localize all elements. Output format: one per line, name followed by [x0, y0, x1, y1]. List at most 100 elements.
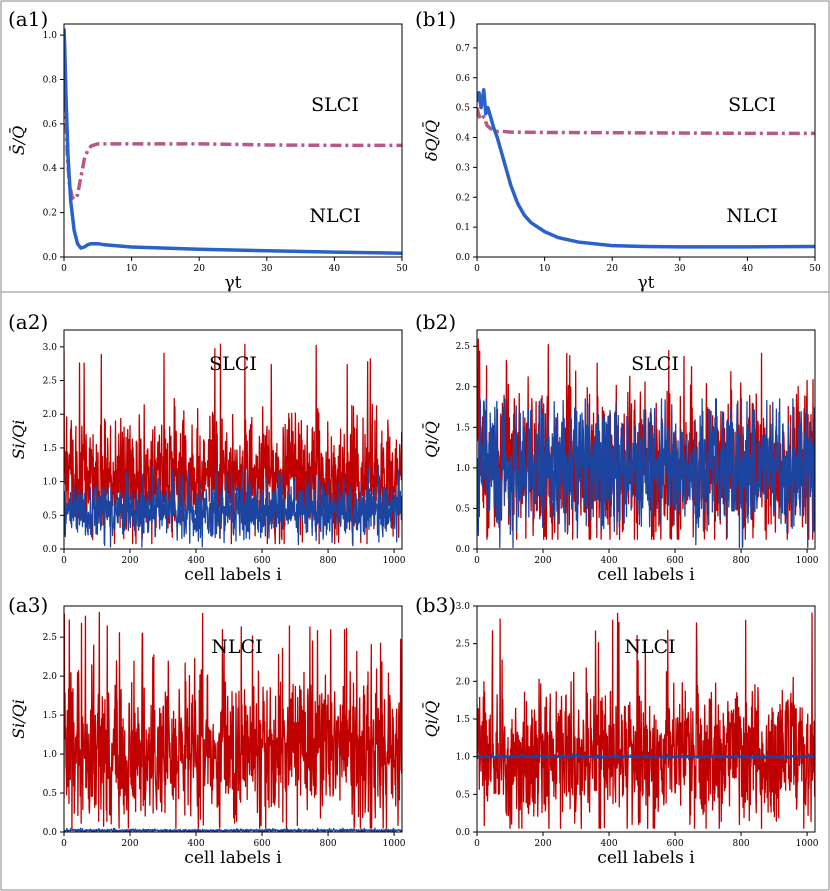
annotation-slci: SLCI [311, 94, 359, 116]
x-tick-label: 400 [600, 556, 617, 566]
y-tick-label: 0.4 [43, 164, 58, 174]
chart-panel-b1: 0 10 20 30 40 50 0.0 0.1 0.2 0.3 0.4 0.5 0.6 0.7 γt δQ/… [415, 7, 821, 293]
series-line-1 [64, 28, 402, 255]
x-tick-label: 1000 [796, 556, 819, 566]
y-tick-label: 0.2 [43, 209, 57, 219]
y-tick-label: 1.5 [43, 444, 58, 454]
y-tick-label: 0.7 [456, 44, 471, 54]
x-tick-label: 40 [329, 264, 341, 274]
series-line-1 [64, 827, 402, 832]
axes-box [63, 329, 403, 550]
panel-label: (a2) [8, 310, 48, 334]
y-axis-label: Si/Qi [9, 699, 28, 739]
y-tick-label: 0.1 [456, 223, 470, 233]
y-tick-label: 0.5 [456, 104, 471, 114]
x-tick-label: 600 [666, 556, 683, 566]
series-line-0 [64, 611, 402, 829]
x-tick-label: 10 [539, 264, 551, 274]
y-axis-label: Qi/Q̄ [420, 701, 441, 738]
x-tick-label: 40 [742, 264, 754, 274]
y-tick-label: 2.5 [43, 633, 58, 643]
annotation-slci: SLCI [631, 353, 679, 375]
series-group [477, 338, 815, 549]
y-tick-label: 2.5 [456, 640, 471, 650]
y-axis-label: δQ/Q̄ [420, 120, 441, 161]
annotation-slci: SLCI [728, 94, 776, 116]
y-tick-label: 0.0 [456, 545, 471, 555]
y-tick-label: 2.5 [456, 342, 471, 352]
y-tick-label: 1.0 [43, 31, 58, 41]
series-line-1 [477, 753, 815, 761]
y-tick-label: 0.2 [456, 193, 470, 203]
series-group [477, 87, 815, 249]
y-tick-label: 0.5 [43, 511, 58, 521]
panel-label: (b1) [415, 7, 456, 31]
y-tick-label: 0.0 [43, 253, 58, 263]
x-tick-label: 20 [193, 264, 205, 274]
x-axis-label: cell labels i [597, 565, 695, 585]
x-axis-label: γt [638, 273, 655, 293]
x-tick-label: 200 [534, 839, 551, 849]
x-axis-label: cell labels i [597, 848, 695, 868]
x-tick-label: 800 [732, 556, 749, 566]
axes-box [63, 605, 403, 833]
y-tick-label: 0.6 [456, 74, 471, 84]
chart-panel-a3: 0 200 400 600 800 1000 0.0 0.5 1.0 1.5 2.0 2.5 cell … [8, 593, 406, 868]
x-tick-label: 800 [732, 839, 749, 849]
chart-panel-b3: 0 200 400 600 800 1000 0.0 0.5 1.0 1.5 2.0 2.5 3.0 ce… [415, 593, 819, 868]
x-tick-label: 50 [396, 264, 408, 274]
x-tick-label: 600 [666, 839, 683, 849]
y-axis-label: S̄/Q̄ [7, 126, 28, 155]
panels: 0 10 20 30 40 50 0.0 0.2 0.4 0.6 0.8 1.0 γt S̄/Q̄ (a1)… [7, 7, 821, 868]
annotation-nlci: NLCI [309, 205, 360, 227]
x-tick-label: 1000 [383, 839, 406, 849]
panel-label: (b3) [415, 593, 456, 617]
series-group [477, 612, 815, 829]
x-tick-label: 600 [253, 556, 270, 566]
y-tick-label: 0.3 [456, 163, 471, 173]
x-tick-label: 600 [253, 839, 270, 849]
axes-box [63, 23, 403, 258]
x-tick-label: 0 [61, 264, 67, 274]
x-tick-label: 0 [61, 556, 67, 566]
y-tick-label: 2.0 [456, 383, 471, 393]
panel-label: (b2) [415, 310, 456, 334]
y-tick-label: 2.0 [456, 677, 471, 687]
chart-panel-a2: 0 200 400 600 800 1000 0.0 0.5 1.0 1.5 2.0 2.5 3.0 ce… [8, 310, 406, 585]
x-tick-label: 200 [121, 839, 138, 849]
annotation-nlci: NLCI [624, 636, 675, 658]
panel-label: (a3) [8, 593, 48, 617]
y-tick-label: 3.0 [456, 602, 471, 612]
axes-box [476, 23, 816, 258]
y-tick-label: 1.0 [43, 478, 58, 488]
x-axis-label: cell labels i [184, 565, 282, 585]
x-tick-label: 800 [319, 839, 336, 849]
x-tick-label: 200 [121, 556, 138, 566]
y-tick-label: 0.0 [43, 828, 58, 838]
y-tick-label: 1.0 [456, 753, 471, 763]
x-tick-label: 400 [187, 556, 204, 566]
y-tick-label: 0.8 [43, 75, 58, 85]
y-axis-label: Qi/Q̄ [420, 421, 441, 458]
x-tick-label: 30 [261, 264, 273, 274]
series-line-1 [477, 398, 815, 549]
axes-box [476, 329, 816, 550]
y-tick-label: 1.0 [43, 750, 58, 760]
y-tick-label: 0.6 [43, 120, 58, 130]
x-tick-label: 10 [126, 264, 138, 274]
x-tick-label: 0 [474, 839, 480, 849]
panel-label: (a1) [8, 7, 48, 31]
y-tick-label: 1.5 [456, 715, 471, 725]
x-tick-label: 1000 [383, 556, 406, 566]
x-axis-label: γt [225, 273, 242, 293]
y-tick-label: 0.0 [456, 253, 471, 263]
y-tick-label: 0.5 [43, 789, 58, 799]
x-tick-label: 400 [187, 839, 204, 849]
y-tick-label: 1.5 [456, 423, 471, 433]
y-tick-label: 2.0 [43, 410, 58, 420]
series-group [64, 611, 402, 832]
x-tick-label: 0 [474, 264, 480, 274]
x-tick-label: 50 [809, 264, 821, 274]
